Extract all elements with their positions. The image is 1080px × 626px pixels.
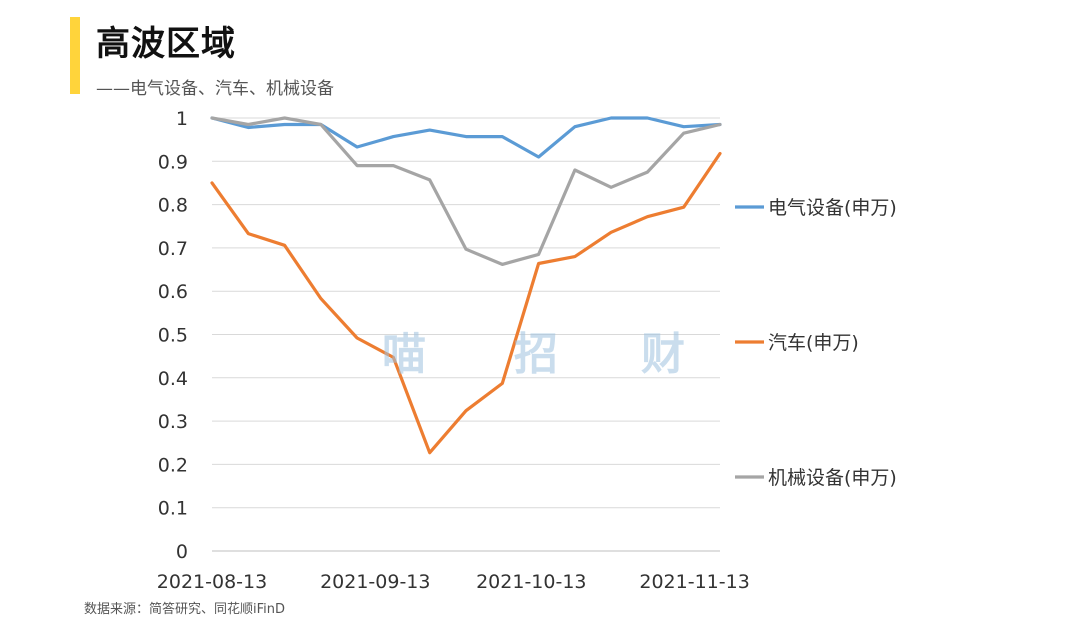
series-line-3 [210,116,722,266]
legend: 电气设备(申万) 汽车(申万) 机械设备(申万) [735,197,897,489]
legend-label: 汽车(申万) [768,332,859,354]
series-line-2 [210,151,722,455]
page-subtitle: ——电气设备、汽车、机械设备 [96,79,334,99]
x-tick-label: 2021-10-13 [476,571,586,593]
y-tick-label: 0.9 [158,151,188,173]
y-tick-label: 0.7 [158,238,188,260]
watermark-char-2: 招 [514,329,558,380]
x-tick-label: 2021-08-13 [157,571,267,593]
y-tick-label: 0.3 [158,411,188,433]
watermark-char-1: 喵 [382,329,426,380]
series-line-1 [210,116,722,159]
y-tick-label: 0.1 [158,498,188,520]
x-tick-label: 2021-11-13 [639,571,749,593]
y-tick-label: 1 [176,108,188,130]
title-accent-bar [70,17,80,94]
legend-label: 电气设备(申万) [768,197,897,219]
y-tick-label: 0.8 [158,195,188,217]
y-tick-label: 0 [176,541,188,563]
x-tick-label: 2021-09-13 [320,571,430,593]
page-title: 高波区域 [96,24,236,64]
y-axis-ticks: 0 0.1 0.2 0.3 0.4 0.5 0.6 0.7 0.8 0.9 1 [158,108,188,563]
legend-label: 机械设备(申万) [768,467,897,489]
series-lines [210,116,722,455]
data-source: 数据来源：简答研究、同花顺iFinD [84,602,286,617]
y-tick-label: 0.6 [158,281,188,303]
y-tick-label: 0.5 [158,325,188,347]
x-axis-ticks: 2021-08-13 2021-09-13 2021-10-13 2021-11-13 [157,571,750,593]
y-tick-label: 0.2 [158,454,188,476]
y-tick-label: 0.4 [158,368,188,390]
watermark-char-3: 财 [641,329,685,380]
